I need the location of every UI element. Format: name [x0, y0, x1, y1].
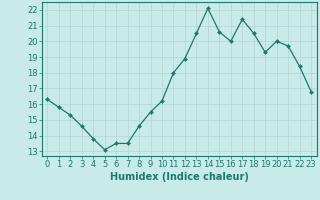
X-axis label: Humidex (Indice chaleur): Humidex (Indice chaleur): [110, 172, 249, 182]
